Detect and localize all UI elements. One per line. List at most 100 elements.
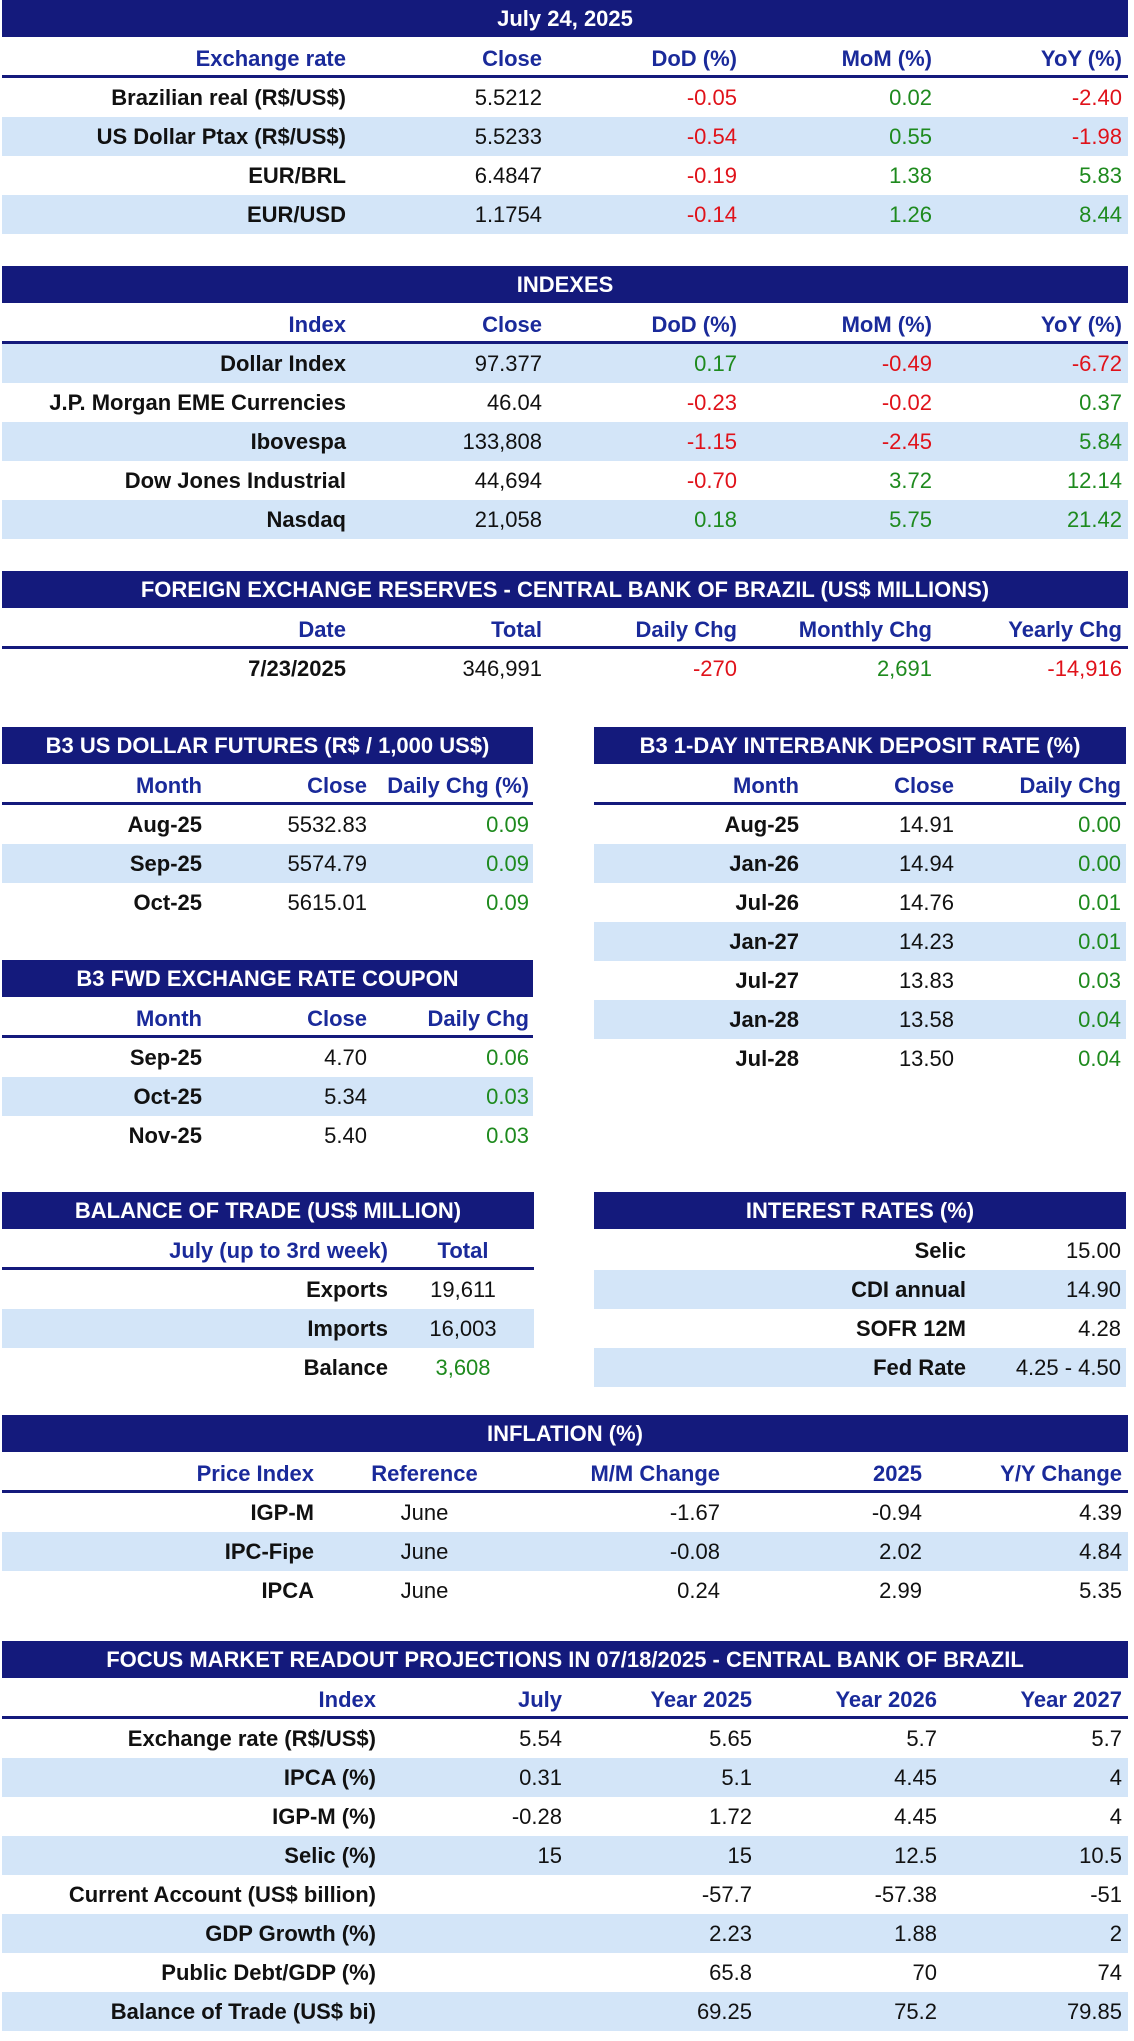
dollar-futures-column-header: Close: [307, 773, 367, 798]
indexes-title-bar: INDEXES: [2, 266, 1128, 303]
interbank-rate-cell: Jan-28: [729, 1007, 799, 1032]
focus-projections-column-header: Year 2025: [650, 1687, 752, 1712]
inflation-cell: 4.84: [1079, 1539, 1122, 1564]
focus-projections-row: Selic (%) 15 15 12.5 10.5: [2, 1836, 1128, 1875]
interbank-rate-cell: Aug-25: [724, 812, 799, 837]
exchange-rate-cell: 5.5212: [474, 85, 542, 110]
exchange-rate-cell: 8.44: [1079, 202, 1122, 227]
indexes-header-row: Index Close DoD (%) MoM (%) YoY (%): [2, 305, 1128, 344]
focus-projections-cell: 10.5: [1079, 1843, 1122, 1868]
focus-projections-column-header: Index: [318, 1687, 376, 1712]
indexes-cell: 133,808: [462, 429, 542, 454]
dollar-futures-row: Aug-25 5532.83 0.09: [2, 805, 533, 844]
interbank-rate-row: Aug-25 14.91 0.00: [594, 805, 1126, 844]
inflation-column-header: Y/Y Change: [1000, 1461, 1122, 1486]
fwd-coupon-title-bar: B3 FWD EXCHANGE RATE COUPON: [2, 960, 533, 997]
exchange-rate-cell: 1.38: [889, 163, 932, 188]
fx-reserves-column-header: Date: [298, 617, 346, 642]
dollar-futures-row: Oct-25 5615.01 0.09: [2, 883, 533, 922]
inflation-column-header: Price Index: [196, 1461, 314, 1486]
fwd-coupon-cell: 0.06: [486, 1045, 529, 1070]
focus-projections-cell: GDP Growth (%): [205, 1921, 376, 1946]
exchange-rate-cell: 5.83: [1079, 163, 1122, 188]
inflation-cell: -1.67: [669, 1500, 720, 1525]
exchange-rate-cell: -0.05: [686, 85, 737, 110]
focus-projections-cell: 4.45: [894, 1765, 937, 1790]
dollar-futures-cell: 5615.01: [287, 890, 367, 915]
focus-projections-cell: [397, 1992, 562, 2031]
inflation-title-bar: INFLATION (%): [2, 1415, 1128, 1452]
focus-projections-cell: 1.88: [894, 1921, 937, 1946]
interbank-rate-row: Jul-27 13.83 0.03: [594, 961, 1126, 1000]
interbank-rate-row: Jan-27 14.23 0.01: [594, 922, 1126, 961]
focus-projections-cell: IGP-M (%): [272, 1804, 376, 1829]
indexes-cell: 5.75: [889, 507, 932, 532]
inflation-row: IPCA June 0.24 2.99 5.35: [2, 1571, 1128, 1610]
exchange-rate-cell: -0.54: [686, 124, 737, 149]
dollar-futures-cell: 0.09: [486, 851, 529, 876]
indexes-column-header: MoM (%): [841, 312, 932, 337]
focus-projections-cell: 5.7: [906, 1726, 937, 1751]
indexes-cell: Nasdaq: [266, 507, 346, 532]
fwd-coupon-cell: Oct-25: [133, 1084, 202, 1109]
focus-projections-cell: 4: [1109, 1765, 1122, 1790]
interbank-rate-cell: Jan-26: [729, 851, 799, 876]
balance-of-trade-cell: 16,003: [429, 1316, 497, 1341]
fwd-coupon-cell: Nov-25: [128, 1123, 202, 1148]
interbank-rate-column-header: Month: [733, 773, 799, 798]
interbank-rate-cell: 14.91: [898, 812, 954, 837]
focus-projections-cell: Public Debt/GDP (%): [161, 1960, 376, 1985]
focus-projections-cell: Current Account (US$ billion): [68, 1882, 376, 1907]
interbank-rate-cell: 0.00: [1078, 851, 1121, 876]
interbank-rate-cell: 14.94: [898, 851, 954, 876]
interbank-rate-cell: Jul-26: [735, 890, 799, 915]
indexes-cell: 0.37: [1079, 390, 1122, 415]
fx-reserves-column-header: Monthly Chg: [798, 617, 932, 642]
interest-rates-title-bar: INTEREST RATES (%): [594, 1192, 1126, 1229]
exchange-rate-cell: 5.5233: [474, 124, 542, 149]
exchange-rate-cell: -0.19: [686, 163, 737, 188]
fwd-coupon-cell: 4.70: [324, 1045, 367, 1070]
focus-projections-cell: IPCA (%): [283, 1765, 376, 1790]
interest-rates-cell: SOFR 12M: [855, 1316, 966, 1341]
focus-projections-header-row: Index July Year 2025 Year 2026 Year 2027: [2, 1680, 1128, 1719]
exchange-rate-cell: EUR/BRL: [248, 163, 346, 188]
exchange-rate-column-header: YoY (%): [1040, 46, 1122, 71]
interbank-rate-cell: 14.76: [898, 890, 954, 915]
focus-projections-cell: 12.5: [894, 1843, 937, 1868]
fwd-coupon-cell: 0.03: [486, 1084, 529, 1109]
inflation-column-header: 2025: [873, 1461, 922, 1486]
indexes-cell: 0.18: [694, 507, 737, 532]
inflation-row: IPC-Fipe June -0.08 2.02 4.84: [2, 1532, 1128, 1571]
interest-rates-table: Selic 15.00 CDI annual 14.90 SOFR 12M 4.28 Fed…: [594, 1231, 1126, 1387]
fwd-coupon-cell: 5.40: [324, 1123, 367, 1148]
balance-of-trade-row: Imports 16,003: [2, 1309, 534, 1348]
indexes-cell: 44,694: [474, 468, 542, 493]
interest-rates-row: CDI annual 14.90: [594, 1270, 1126, 1309]
focus-projections-cell: [397, 1953, 562, 1992]
focus-projections-cell: 75.2: [894, 1999, 937, 2024]
interest-rates-row: Fed Rate 4.25 - 4.50: [594, 1348, 1126, 1387]
fx-reserves-title-bar: FOREIGN EXCHANGE RESERVES - CENTRAL BANK…: [2, 571, 1128, 608]
focus-projections-cell: 2.23: [709, 1921, 752, 1946]
interbank-rate-row: Jul-26 14.76 0.01: [594, 883, 1126, 922]
indexes-cell: 21,058: [474, 507, 542, 532]
exchange-rate-cell: 0.02: [889, 85, 932, 110]
focus-projections-cell: 69.25: [696, 1999, 752, 2024]
fwd-coupon-cell: Sep-25: [129, 1045, 202, 1070]
focus-projections-row: Exchange rate (R$/US$) 5.54 5.65 5.7 5.7: [2, 1719, 1128, 1758]
focus-projections-cell: Exchange rate (R$/US$): [127, 1726, 376, 1751]
inflation-column-header: Reference: [371, 1461, 478, 1486]
dollar-futures-cell: Sep-25: [129, 851, 202, 876]
focus-projections-cell: 79.85: [1066, 1999, 1122, 2024]
focus-projections-cell: 65.8: [709, 1960, 752, 1985]
indexes-cell: -0.23: [686, 390, 737, 415]
interbank-rate-cell: Jan-27: [729, 929, 799, 954]
interbank-rate-cell: 13.83: [898, 968, 954, 993]
fx-reserves-cell: -270: [692, 656, 737, 681]
fwd-coupon-column-header: Month: [136, 1006, 202, 1031]
interbank-rate-cell: 13.58: [898, 1007, 954, 1032]
exchange-rate-column-header: Close: [482, 46, 542, 71]
balance-of-trade-cell: 3,608: [435, 1355, 491, 1380]
inflation-cell: 0.24: [677, 1578, 720, 1603]
